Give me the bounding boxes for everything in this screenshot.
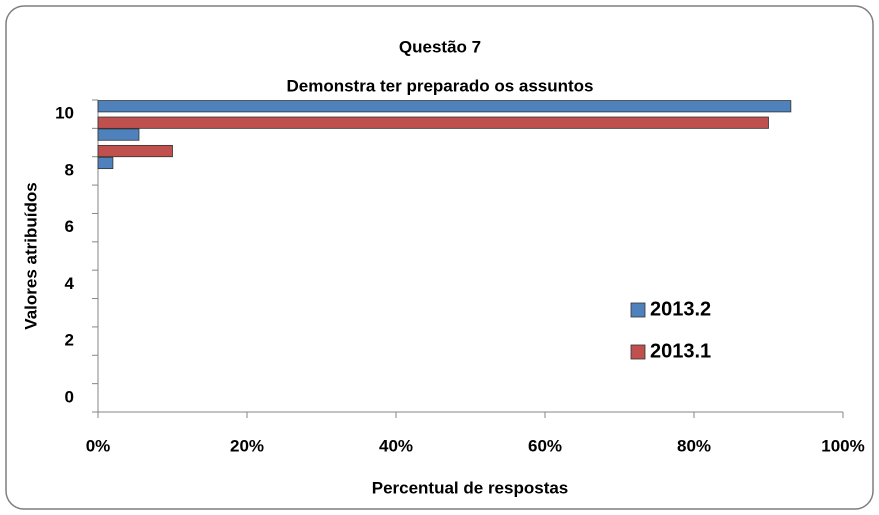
chart-frame: [5, 5, 874, 510]
bar: [97, 100, 792, 113]
x-axis-label: Percentual de respostas: [372, 478, 569, 497]
chart-title: Questão 7: [399, 37, 481, 56]
y-tick-label: 6: [65, 217, 74, 236]
y-axis-label: Valores atribuídos: [21, 182, 40, 329]
x-tick-label: 40%: [379, 436, 413, 455]
x-tick-label: 20%: [230, 436, 264, 455]
y-tick-label: 10: [55, 104, 74, 123]
legend-swatch: [630, 344, 646, 360]
legend-swatch: [630, 302, 646, 318]
y-tick-label: 8: [65, 160, 74, 179]
legend-label: 2013.2: [650, 298, 711, 320]
bar: [97, 144, 173, 158]
x-tick-label: 0%: [86, 436, 111, 455]
bar: [97, 116, 769, 129]
bar: [97, 128, 140, 141]
y-tick-label: 4: [65, 274, 75, 293]
x-tick-label: 100%: [821, 436, 864, 455]
y-tick-label: 0: [65, 387, 74, 406]
chart-subtitle: Demonstra ter preparado os assuntos: [286, 76, 593, 95]
legend-label: 2013.1: [650, 340, 711, 362]
x-tick-label: 80%: [677, 436, 711, 455]
bar: [97, 156, 114, 170]
y-tick-label: 2: [65, 331, 74, 350]
x-tick-label: 60%: [528, 436, 562, 455]
